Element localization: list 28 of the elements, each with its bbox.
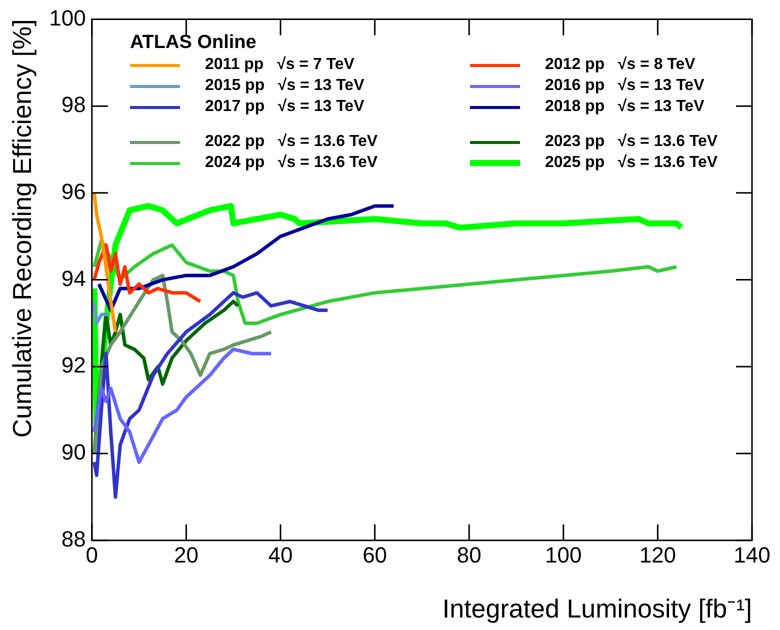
x-tick-label: 0 [86, 542, 98, 568]
y-tick-label: 92 [61, 352, 86, 378]
y-tick-label: 88 [61, 526, 86, 552]
x-tick-label: 40 [268, 542, 293, 568]
y-tick-label: 94 [61, 266, 86, 291]
y-tick-label: 98 [61, 92, 86, 118]
legend-label: 2022 pp √s = 13.6 TeV [205, 133, 378, 151]
legend-label: 2012 pp √s = 8 TeV [545, 56, 696, 74]
legend-label: 2024 pp √s = 13.6 TeV [205, 154, 378, 172]
y-tick-label: 96 [61, 178, 86, 204]
legend-label: 2018 pp √s = 13 TeV [545, 98, 704, 116]
y-tick-label: 90 [61, 440, 86, 465]
y-axis-title: Cumulative Recording Efficiency [%] [6, 19, 37, 438]
x-tick-label: 120 [639, 542, 676, 568]
legend-label: 2017 pp √s = 13 TeV [205, 98, 364, 116]
legend-label: 2016 pp √s = 13 TeV [545, 77, 704, 95]
legend-label: 2025 pp √s = 13.6 TeV [545, 154, 718, 172]
legend-label: 2015 pp √s = 13 TeV [205, 77, 364, 95]
y-tick-label: 100 [49, 5, 86, 30]
x-tick-label: 140 [734, 542, 770, 568]
x-tick-label: 100 [545, 542, 582, 568]
x-tick-label: 80 [456, 542, 482, 568]
x-tick-label: 20 [174, 542, 198, 568]
legend-title: ATLAS Online [130, 32, 258, 54]
legend-label: 2011 pp √s = 7 TeV [205, 56, 354, 74]
x-axis-title: Integrated Luminosity [fb⁻¹] [442, 594, 752, 624]
legend-label: 2023 pp √s = 13.6 TeV [545, 133, 718, 151]
x-tick-label: 60 [362, 542, 388, 568]
